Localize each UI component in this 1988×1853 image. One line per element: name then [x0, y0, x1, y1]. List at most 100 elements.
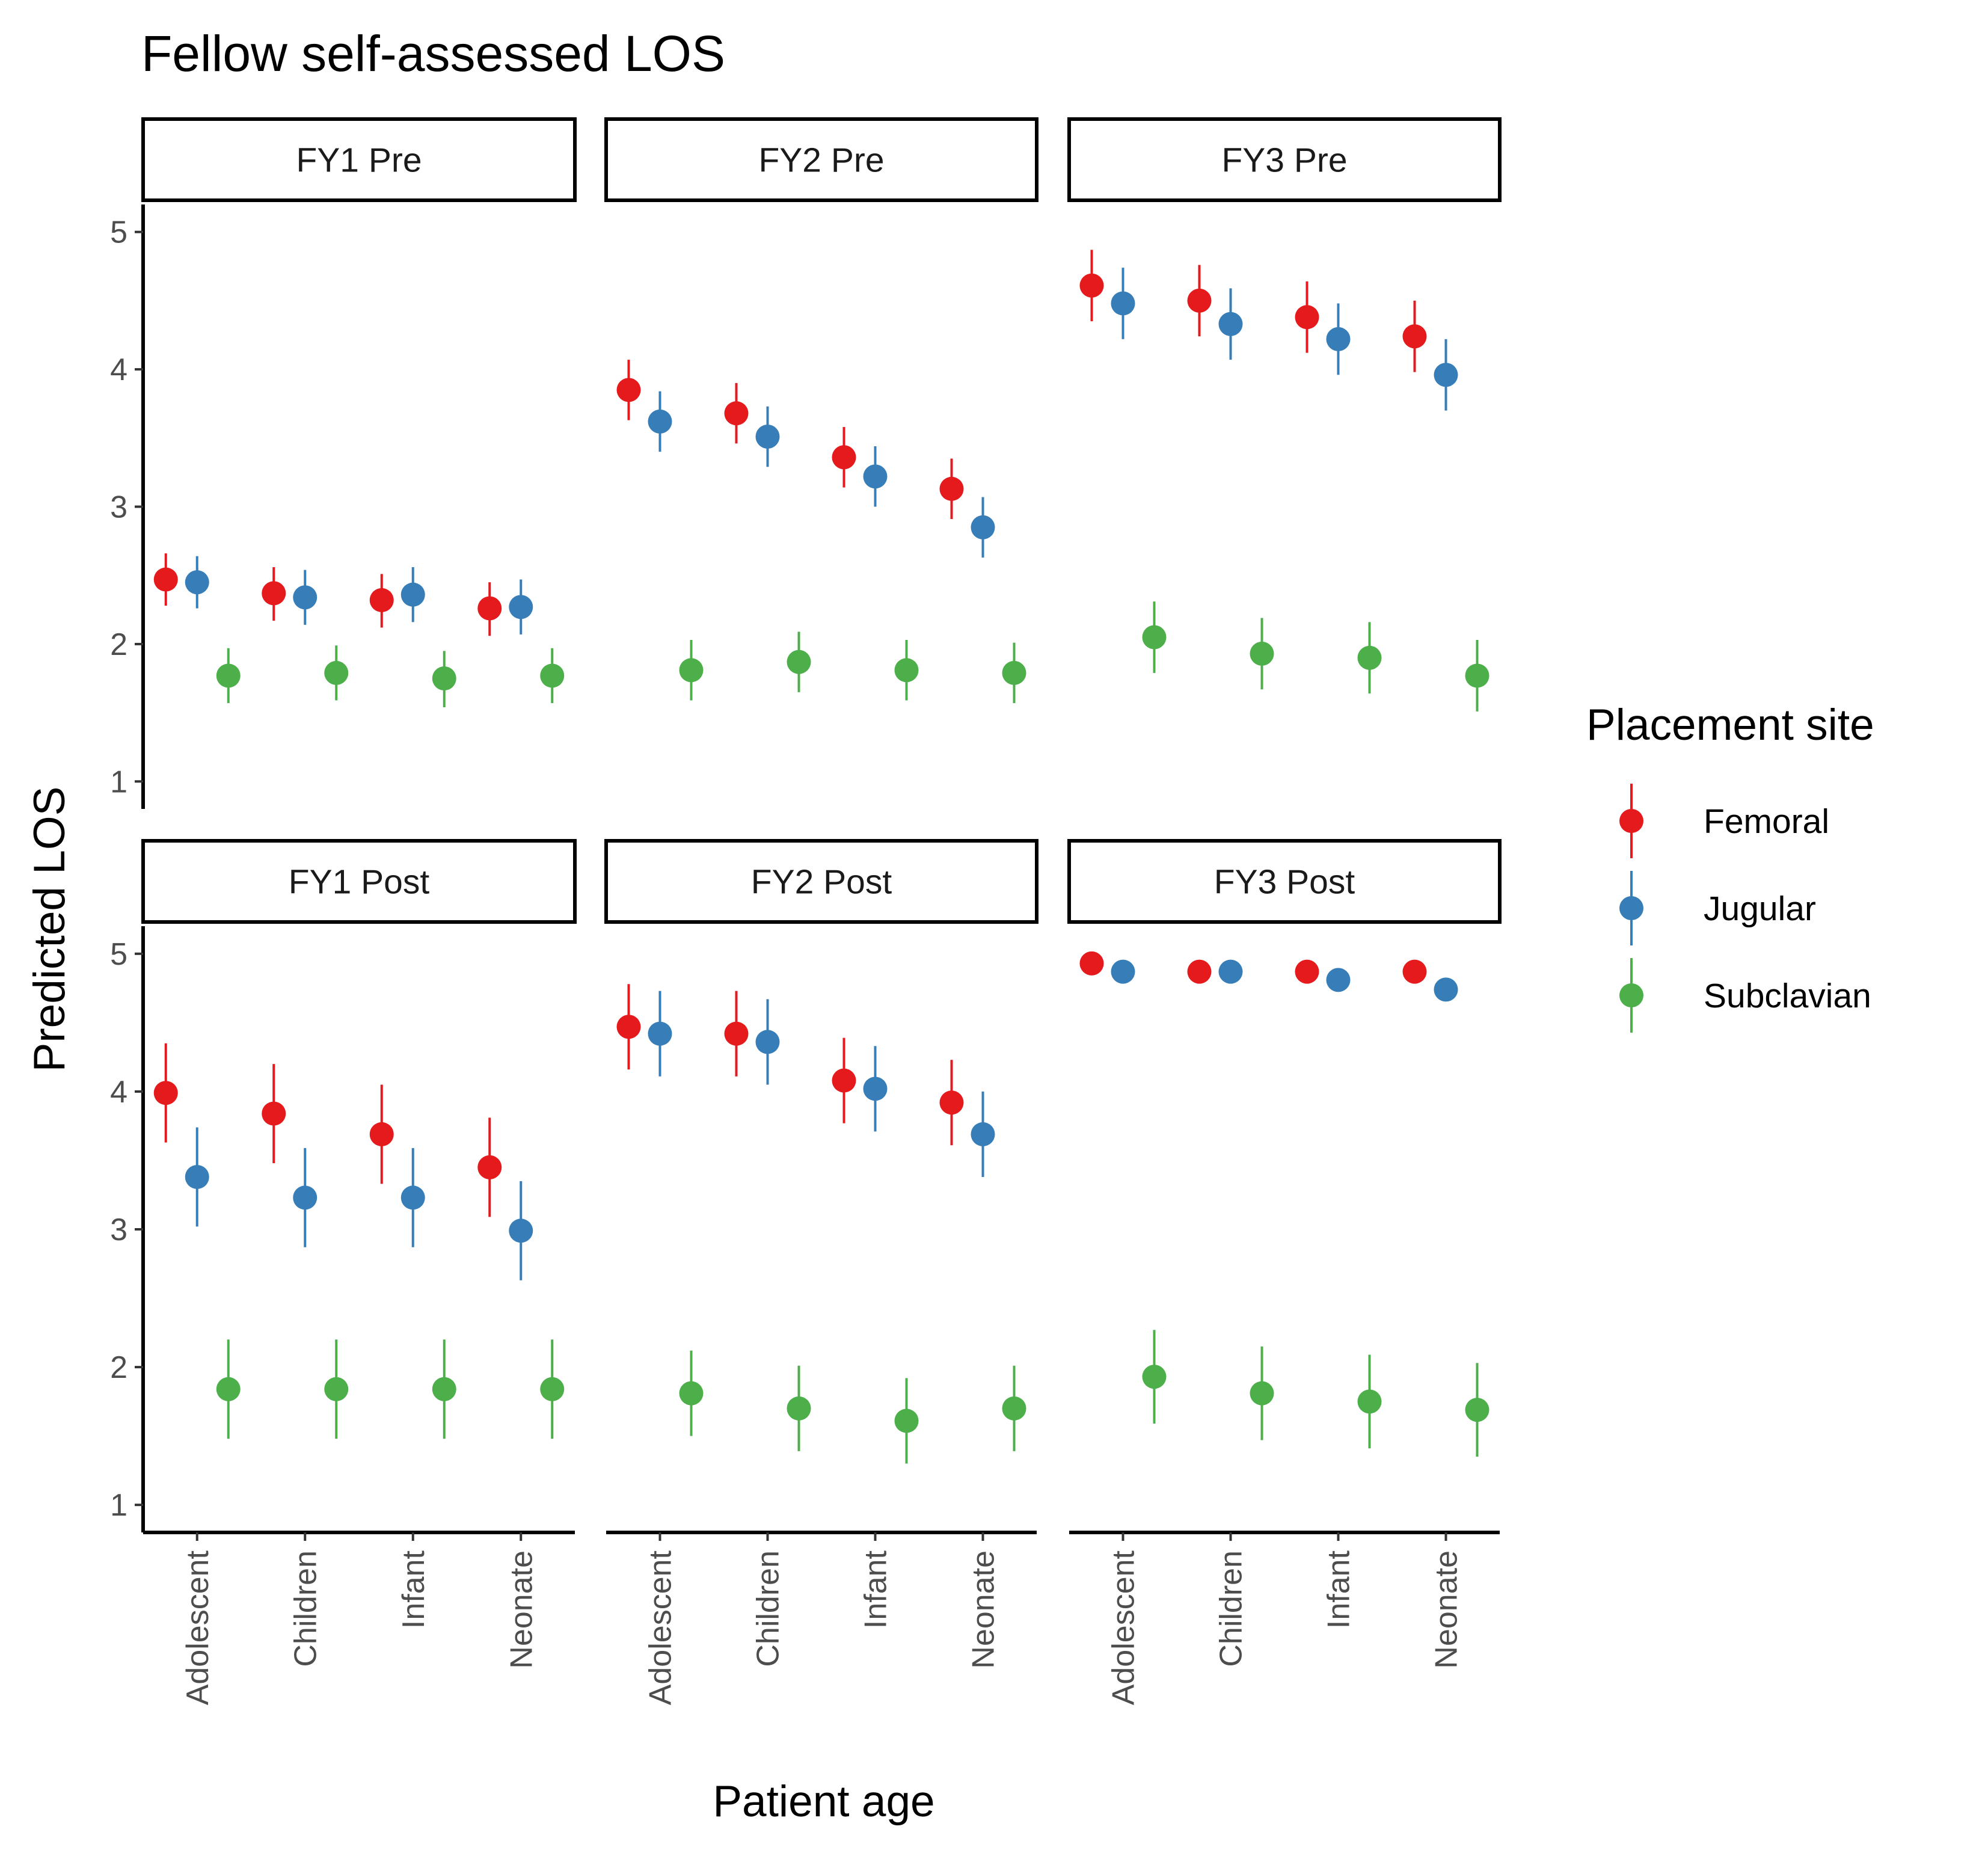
point-subclavian	[216, 663, 241, 688]
point-jugular	[1434, 977, 1458, 1002]
point-femoral	[262, 1101, 286, 1126]
point-femoral	[832, 1068, 856, 1093]
point-jugular	[648, 1021, 672, 1046]
facet-strip	[1067, 839, 1502, 924]
point-jugular	[1111, 291, 1135, 316]
panel-fy1-pre: FY1 Pre 1 2 3 4 5	[110, 117, 577, 809]
facet-strip	[1067, 117, 1502, 202]
point-jugular	[293, 1185, 318, 1210]
chart-title: Fellow self-assessed LOS	[141, 25, 725, 82]
point-subclavian	[540, 1377, 565, 1401]
point-subclavian	[1250, 1381, 1274, 1406]
facet-strip-label: FY2 Pre	[758, 141, 884, 180]
legend-label-subclavian: Subclavian	[1704, 977, 1871, 1015]
point-femoral	[724, 1021, 749, 1046]
point-subclavian	[1357, 1389, 1382, 1414]
point-femoral	[939, 1090, 964, 1115]
point-femoral	[477, 1155, 502, 1179]
y-tick-label: 5	[110, 215, 127, 250]
point-jugular	[971, 1122, 995, 1146]
point-subclavian	[432, 1377, 456, 1401]
x-tick-label: Neonate	[1429, 1550, 1464, 1669]
y-tick-label: 4	[110, 1075, 127, 1110]
y-tick-label: 2	[110, 1350, 127, 1385]
point-subclavian	[1465, 663, 1489, 688]
point-femoral	[939, 476, 964, 501]
point-femoral	[1187, 288, 1212, 313]
point-jugular	[293, 585, 318, 610]
point-femoral	[153, 1081, 178, 1105]
x-tick-label: Children	[1214, 1550, 1249, 1667]
facet-strip	[604, 839, 1038, 924]
panel-fy3-pre: FY3 Pre	[1067, 117, 1502, 711]
point-subclavian	[1002, 660, 1026, 685]
point-femoral	[1079, 273, 1104, 298]
facet-strip-label: FY3 Post	[1214, 863, 1355, 902]
point-jugular	[1326, 327, 1351, 351]
point-femoral	[1295, 959, 1319, 984]
y-tick-label: 1	[110, 764, 127, 799]
x-tick-label: Infant	[1322, 1550, 1357, 1629]
point-femoral	[153, 567, 178, 592]
y-tick-label: 3	[110, 1212, 127, 1247]
x-tick-label: Infant	[396, 1550, 431, 1629]
point-subclavian	[216, 1377, 241, 1401]
point-jugular	[863, 464, 888, 489]
point-subclavian	[787, 1396, 811, 1421]
facet-strip	[604, 117, 1038, 202]
point-femoral	[477, 596, 502, 621]
point-jugular	[509, 595, 533, 619]
point-subclavian	[894, 658, 919, 683]
point-jugular	[400, 582, 425, 607]
y-tick-label: 5	[110, 937, 127, 972]
x-tick-label: Children	[288, 1550, 323, 1667]
point-jugular	[509, 1218, 533, 1243]
facet-strip	[141, 117, 577, 202]
facet-strip-label: FY3 Pre	[1221, 141, 1347, 180]
facet-strip-label: FY1 Post	[289, 863, 430, 902]
point-jugular	[755, 1030, 780, 1054]
point-femoral	[369, 1122, 394, 1146]
point-subclavian	[1357, 645, 1382, 670]
facet-panels: FY1 Pre 1 2 3 4 5 FY2 Pre FY3 Pre FY1 Post 1 2 3 4 5 A…	[110, 117, 1502, 1705]
legend-label-femoral: Femoral	[1704, 802, 1829, 841]
point-subclavian	[324, 1377, 349, 1401]
point-subclavian	[432, 666, 456, 691]
x-tick-label: Neonate	[504, 1550, 539, 1669]
point-jugular	[971, 515, 995, 539]
panel-fy1-post: FY1 Post 1 2 3 4 5 Adolescent Children Infant Neo…	[110, 839, 577, 1705]
point-femoral	[1402, 324, 1427, 349]
point-jugular	[1326, 968, 1351, 992]
point-jugular	[1434, 363, 1458, 387]
point-jugular	[648, 409, 672, 434]
facet-strip-label: FY2 Post	[751, 863, 892, 902]
point-femoral	[616, 378, 641, 402]
point-subclavian	[1250, 641, 1274, 666]
point-subclavian	[1142, 1365, 1167, 1389]
point-subclavian	[1002, 1396, 1026, 1421]
panel-fy2-post: FY2 Post Adolescent Children Infant Neonate	[604, 839, 1038, 1705]
point-jugular	[1218, 312, 1243, 336]
point-femoral	[1402, 959, 1427, 984]
point-jugular	[400, 1185, 425, 1210]
y-tick-label: 3	[110, 490, 127, 525]
point-subclavian	[1142, 625, 1167, 650]
panel-fy2-pre: FY2 Pre	[604, 117, 1038, 704]
point-subclavian	[787, 650, 811, 674]
point-femoral	[724, 401, 749, 426]
x-tick-label: Neonate	[966, 1550, 1001, 1669]
point-jugular	[863, 1077, 888, 1101]
legend-key-point-femoral	[1619, 809, 1643, 833]
legend-label-jugular: Jugular	[1704, 890, 1816, 928]
legend-title: Placement site	[1586, 701, 1874, 749]
point-femoral	[616, 1015, 641, 1039]
y-tick-label: 4	[110, 352, 127, 387]
point-jugular	[1218, 959, 1243, 984]
panel-fy3-post: FY3 Post Adolescent Children Infant Neonate	[1067, 839, 1502, 1705]
point-subclavian	[540, 663, 565, 688]
point-jugular	[185, 1164, 209, 1189]
point-subclavian	[679, 1381, 704, 1406]
facet-strip	[141, 839, 577, 924]
point-jugular	[755, 425, 780, 449]
